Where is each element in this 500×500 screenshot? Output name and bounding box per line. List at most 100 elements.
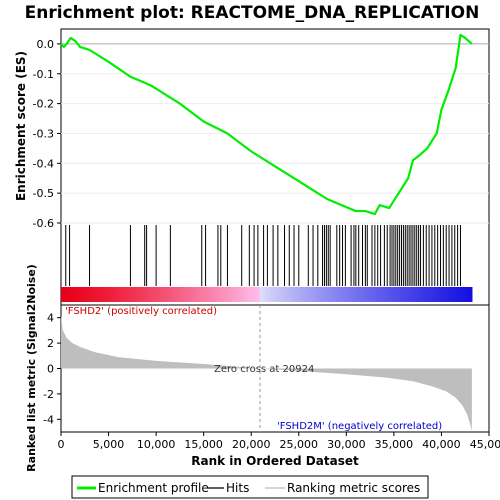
es-y-tick-label: 0.0: [37, 38, 55, 51]
metric-y-tick-label: 0: [47, 363, 54, 376]
ranking-bar-segment: [280, 287, 285, 302]
ranking-bar-segment: [297, 287, 302, 302]
legend-box: [71, 475, 429, 499]
ranking-bar-segment: [458, 287, 463, 302]
ranking-bar-segment: [256, 287, 261, 302]
ranking-bar-segment: [218, 287, 223, 302]
es-y-tick-label: -0.1: [33, 68, 54, 81]
es-panel-frame: [60, 28, 490, 224]
ranking-bar-segment: [225, 287, 230, 302]
x-tick-label: 20,000: [232, 438, 271, 451]
negative-label: 'FSHD2M' (negatively correlated): [277, 421, 442, 432]
ranking-bar-segment: [126, 287, 131, 302]
chart-title: Enrichment plot: REACTOME_DNA_REPLICATIO…: [25, 3, 480, 23]
ranking-bar-segment: [249, 287, 254, 302]
ranking-bar-segment: [338, 287, 343, 302]
ranking-bar-segment: [406, 287, 411, 302]
ranking-bar-segment: [468, 287, 473, 302]
es-y-tick-label: -0.3: [33, 127, 54, 140]
ranking-bar-segment: [129, 287, 134, 302]
ranking-bar-segment: [112, 287, 117, 302]
ranking-bar-segment: [132, 287, 137, 302]
ranking-bar-segment: [102, 287, 107, 302]
x-ticks: 0 5,000 10,000 15,000 20,000 25,000 30,000 35,0…: [58, 432, 500, 451]
ranking-bar-segment: [105, 287, 110, 302]
ranking-bar-segment: [163, 287, 168, 302]
es-y-label: Enrichment score (ES): [14, 51, 28, 201]
ranking-bar-segment: [74, 287, 79, 302]
ranking-bar-segment: [242, 287, 247, 302]
ranking-bar-segment: [358, 287, 363, 302]
ranking-bar-segment: [235, 287, 240, 302]
metric-y-tick-label: -2: [43, 388, 54, 401]
ranking-bar-segment: [396, 287, 401, 302]
ranking-bar-segment: [317, 287, 322, 302]
ranking-bar-segment: [180, 287, 185, 302]
es-y-ticks: 0.0 -0.1 -0.2 -0.3 -0.4 -0.5 -0.6: [33, 38, 61, 230]
ranking-bar-segment: [81, 287, 86, 302]
metric-area: [61, 305, 472, 432]
ranking-bar-segment: [430, 287, 435, 302]
ranking-bar-segment: [423, 287, 428, 302]
ranking-bar-segment: [160, 287, 165, 302]
ranking-bar-segment: [379, 287, 384, 302]
ranking-bar-segment: [290, 287, 295, 302]
ranking-bar-segment: [465, 287, 470, 302]
es-y-tick-label: -0.2: [33, 98, 54, 111]
ranking-bar-segment: [266, 287, 271, 302]
x-tick-label: 25,000: [280, 438, 319, 451]
ranking-bar-segment: [441, 287, 446, 302]
hit-marks: [65, 225, 461, 286]
ranking-bar-segment: [334, 287, 339, 302]
ranking-bar-segment: [67, 287, 72, 302]
ranking-bar-segment: [410, 287, 415, 302]
ranking-bar-segment: [211, 287, 216, 302]
ranking-bar-segment: [300, 287, 305, 302]
es-y-tick-label: -0.6: [33, 217, 54, 230]
ranking-bar-segment: [369, 287, 374, 302]
ranking-bar-segment: [393, 287, 398, 302]
ranking-bar-segment: [451, 287, 456, 302]
ranking-bar-segment: [150, 287, 155, 302]
ranking-bar-segment: [413, 287, 418, 302]
ranking-bar-segment: [382, 287, 387, 302]
ranking-bar-segment: [420, 287, 425, 302]
ranking-bar-segment: [324, 287, 329, 302]
x-tick-label: 30,000: [327, 438, 366, 451]
ranking-bar-segment: [143, 287, 148, 302]
ranking-bar-segment: [139, 287, 144, 302]
ranking-bar-segment: [191, 287, 196, 302]
ranking-bar-segment: [122, 287, 127, 302]
ranking-bar-segment: [91, 287, 96, 302]
ranking-bar-segment: [399, 287, 404, 302]
ranking-bar-segment: [269, 287, 274, 302]
legend-hits: Hits: [226, 481, 249, 495]
ranking-bar-segment: [115, 287, 120, 302]
ranking-bar-segment: [146, 287, 151, 302]
ranking-bar-segment: [365, 287, 370, 302]
x-tick-label: 35,000: [375, 438, 414, 451]
ranking-bar-segment: [321, 287, 326, 302]
x-tick-label: 15,000: [184, 438, 223, 451]
ranking-bar-segment: [208, 287, 213, 302]
es-y-tick-label: -0.4: [33, 157, 54, 170]
ranking-bar-segment: [403, 287, 408, 302]
ranking-bar-segment: [64, 287, 69, 302]
ranking-bar-segment: [273, 287, 278, 302]
ranking-bar-segment: [276, 287, 281, 302]
ranking-bar-segment: [427, 287, 432, 302]
ranking-bar-segment: [331, 287, 336, 302]
x-tick-label: 40,000: [422, 438, 461, 451]
ranking-bar-segment: [204, 287, 209, 302]
es-y-tick-label: -0.5: [33, 187, 54, 200]
ranking-bar-segment: [310, 287, 315, 302]
ranking-bar-segment: [372, 287, 377, 302]
ranking-bar-segment: [95, 287, 100, 302]
x-axis-label: Rank in Ordered Dataset: [191, 454, 359, 468]
ranking-bar-segment: [293, 287, 298, 302]
ranking-bar-segment: [184, 287, 189, 302]
ranking-bar-segment: [376, 287, 381, 302]
ranking-bar-segment: [386, 287, 391, 302]
positive-label: 'FSHD2' (positively correlated): [65, 306, 217, 317]
